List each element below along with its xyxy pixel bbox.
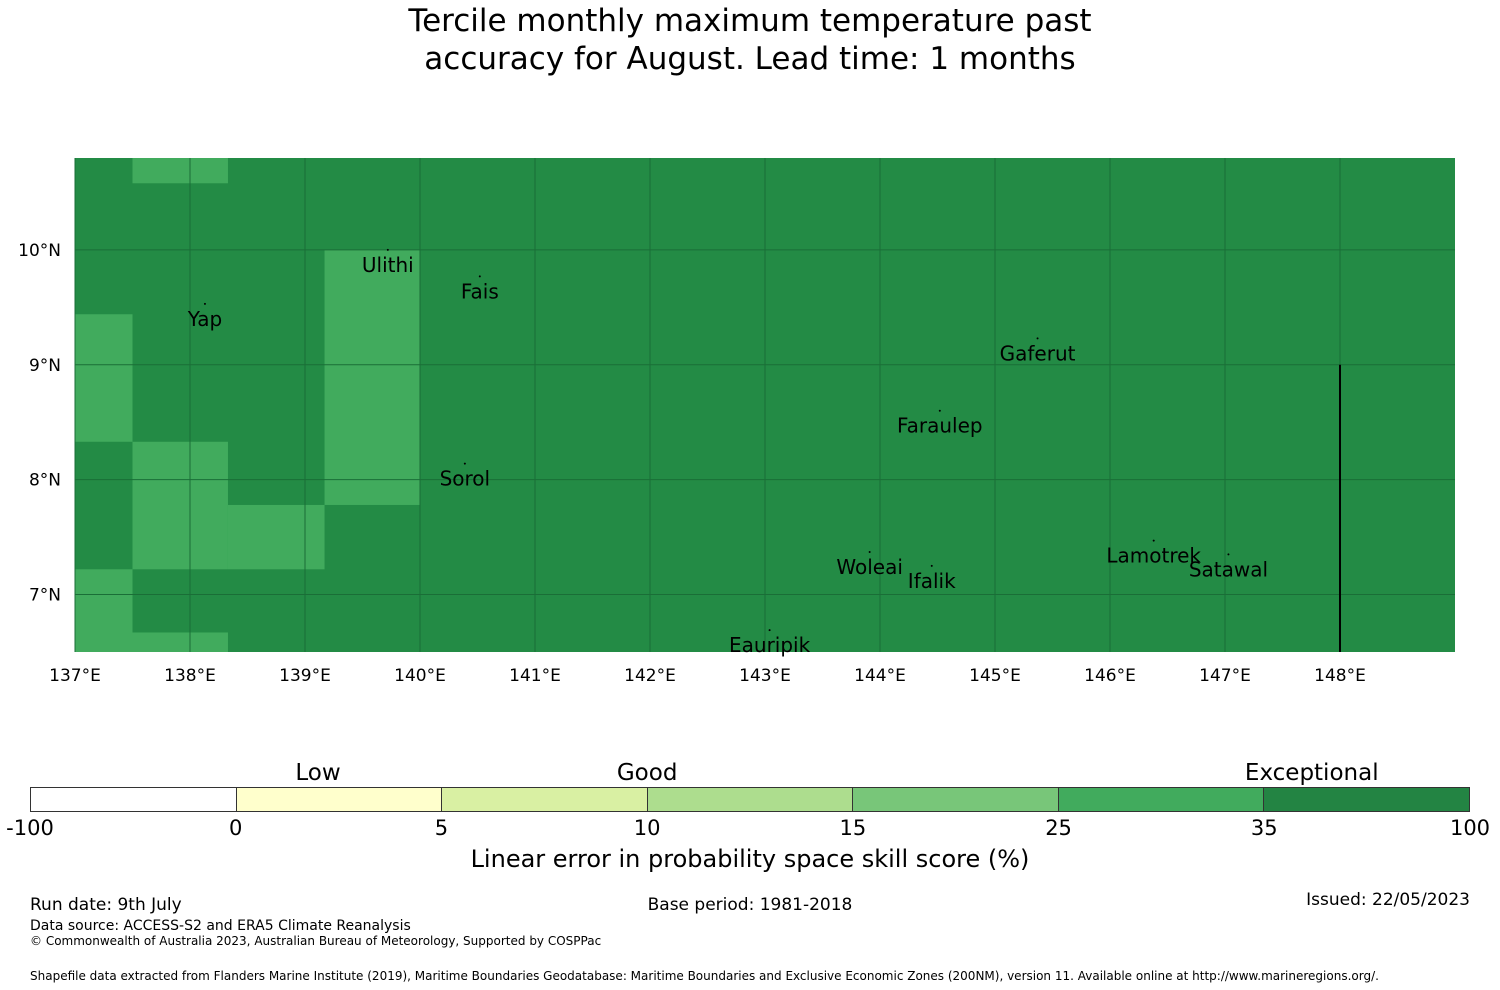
- place-label: Fais: [461, 279, 499, 303]
- colorbar-segment: [852, 788, 1058, 811]
- lon-tick-label: 148°E: [1314, 666, 1366, 686]
- island-marker: [1227, 553, 1230, 556]
- run-date: Run date: 9th July: [30, 895, 182, 915]
- base-period: Base period: 1981-2018: [647, 895, 853, 915]
- island-marker: [930, 564, 933, 567]
- skill-cell-2: [132, 441, 228, 570]
- colorbar-segment: [441, 788, 647, 811]
- data-source: Data source: ACCESS-S2 and ERA5 Climate …: [30, 918, 411, 934]
- graticule: [74, 158, 1455, 652]
- lon-tick-label: 141°E: [509, 666, 561, 686]
- lon-tick-label: 139°E: [279, 666, 331, 686]
- lat-tick-label: 9°N: [29, 356, 61, 376]
- colorbar-tick: -100: [6, 816, 54, 840]
- colorbar-segment: [31, 788, 236, 811]
- place-labels: Ulithi Fais Yap Gaferut Faraulep Sorol WoleaiI…: [187, 248, 1268, 657]
- map-title: Tercile monthly maximum temperature past…: [0, 0, 1500, 78]
- colorbar-segment: [646, 788, 853, 811]
- colorbar-tick: 5: [434, 816, 449, 840]
- lon-tick-label: 138°E: [164, 666, 216, 686]
- colorbar-tick: 100: [1449, 816, 1491, 840]
- copyright: © Commonwealth of Australia 2023, Austra…: [30, 934, 602, 948]
- place-label: Lamotrek: [1106, 544, 1201, 568]
- lon-tick-label: 142°E: [624, 666, 676, 686]
- colorbar-segment: [1263, 788, 1470, 811]
- skill-cell-0: [132, 158, 228, 184]
- colorbar-category-label: Low: [295, 760, 341, 786]
- place-label: Eauripik: [729, 633, 811, 657]
- island-marker: [868, 551, 871, 554]
- colorbar: [30, 787, 1470, 812]
- place-label: Ulithi: [362, 253, 414, 277]
- place-label: Faraulep: [897, 414, 983, 438]
- shapefile-credit: Shapefile data extracted from Flanders M…: [30, 969, 1379, 983]
- lon-tick-label: 137°E: [49, 666, 101, 686]
- island-marker: [1152, 539, 1155, 542]
- island-marker: [386, 248, 389, 251]
- skill-map: Ulithi Fais Yap Gaferut Faraulep Sorol WoleaiI…: [18, 158, 1455, 686]
- colorbar-category-label: Exceptional: [1244, 760, 1379, 786]
- lat-tick-label: 8°N: [29, 471, 61, 491]
- title-line-1: Tercile monthly maximum temperature past: [408, 3, 1092, 39]
- place-label: Ifalik: [908, 569, 956, 593]
- island-marker: [203, 302, 206, 305]
- skill-cell-4: [324, 249, 420, 505]
- lon-tick-label: 147°E: [1199, 666, 1251, 686]
- place-label: Gaferut: [1000, 341, 1076, 365]
- island-marker: [463, 462, 466, 465]
- lon-tick-label: 140°E: [394, 666, 446, 686]
- place-label: Satawal: [1189, 557, 1268, 581]
- colorbar-category-label: Good: [616, 760, 678, 786]
- island-marker: [938, 409, 941, 412]
- lat-tick-label: 10°N: [18, 241, 61, 261]
- island-marker: [1036, 337, 1039, 340]
- place-label: Yap: [187, 307, 222, 331]
- colorbar-segment: [1057, 788, 1264, 811]
- colorbar-tick: 0: [229, 816, 243, 840]
- island-marker: [478, 275, 481, 278]
- colorbar-tick: 25: [1045, 816, 1072, 840]
- skill-cell-6: [132, 632, 228, 652]
- skill-cell-3: [227, 504, 325, 570]
- colorbar-tick: 35: [1250, 816, 1278, 840]
- title-line-2: accuracy for August. Lead time: 1 months: [424, 41, 1076, 77]
- colorbar-segment: [235, 788, 442, 811]
- island-marker: [768, 629, 771, 632]
- lon-tick-label: 143°E: [739, 666, 791, 686]
- issued-date: Issued: 22/05/2023: [1306, 890, 1470, 910]
- place-label: Woleai: [836, 555, 903, 579]
- latitude-ticks: 10°N 9°N 8°N 7°N: [18, 241, 61, 606]
- skill-cells: [75, 158, 420, 652]
- lon-tick-label: 145°E: [969, 666, 1021, 686]
- lon-tick-label: 144°E: [854, 666, 906, 686]
- colorbar-tick: 15: [839, 816, 867, 840]
- place-label: Sorol: [440, 467, 491, 491]
- longitude-ticks: 137°E 138°E 139°E 140°E 141°E 142°E 143°E 144°E…: [49, 666, 1366, 686]
- skill-cell-5: [75, 569, 133, 652]
- colorbar-tick: 10: [633, 816, 661, 840]
- lat-tick-label: 7°N: [29, 586, 61, 606]
- skill-cell-1: [75, 314, 133, 442]
- colorbar-label: Linear error in probability space skill …: [470, 845, 1030, 873]
- lon-tick-label: 146°E: [1084, 666, 1136, 686]
